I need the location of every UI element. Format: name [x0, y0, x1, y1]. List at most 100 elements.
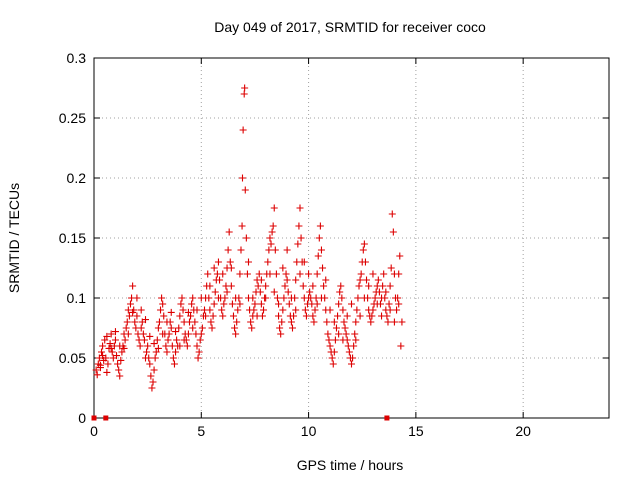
data-point — [226, 258, 234, 266]
data-point — [388, 210, 396, 218]
data-point — [196, 336, 204, 344]
data-point — [183, 342, 191, 350]
data-point — [98, 348, 106, 356]
zero-value-marker — [384, 415, 390, 421]
data-point — [255, 270, 263, 278]
data-point — [270, 288, 278, 296]
x-tick-label: 10 — [301, 423, 317, 439]
data-point — [386, 306, 394, 314]
data-point — [322, 276, 330, 284]
data-point — [317, 294, 325, 302]
data-point — [336, 288, 344, 296]
data-point — [357, 270, 365, 278]
data-point — [305, 270, 313, 278]
data-point — [253, 312, 261, 320]
data-point — [142, 316, 149, 324]
data-point — [242, 234, 250, 242]
data-point — [313, 300, 321, 308]
data-point — [360, 294, 368, 302]
data-point — [275, 300, 283, 308]
data-point — [324, 330, 332, 338]
data-point — [329, 360, 337, 368]
x-axis-label: GPS time / hours — [297, 457, 404, 473]
data-point — [146, 332, 154, 340]
data-point — [232, 330, 240, 338]
data-point — [394, 294, 402, 302]
data-point — [330, 318, 338, 326]
data-point — [398, 318, 406, 326]
data-point — [176, 312, 184, 320]
data-point — [280, 294, 288, 302]
data-point — [290, 312, 298, 320]
data-point — [229, 312, 237, 320]
data-point — [363, 276, 371, 284]
data-point — [378, 312, 386, 320]
data-point — [269, 222, 277, 230]
data-point — [296, 204, 304, 212]
data-point — [163, 318, 171, 326]
data-point — [160, 312, 168, 320]
data-point — [154, 344, 162, 352]
data-point — [271, 246, 279, 254]
data-point — [397, 342, 405, 350]
data-point — [331, 336, 339, 344]
data-point — [157, 306, 165, 314]
data-point — [225, 228, 233, 236]
data-point — [247, 318, 255, 326]
y-tick-label: 0.05 — [59, 350, 86, 366]
data-point — [395, 300, 403, 308]
data-point — [133, 294, 141, 302]
data-point — [275, 312, 283, 320]
data-point — [159, 300, 167, 308]
data-point — [152, 348, 160, 356]
data-point — [214, 258, 222, 266]
data-point — [278, 318, 286, 326]
data-point — [124, 330, 132, 338]
data-point — [299, 282, 307, 290]
data-point — [314, 252, 322, 260]
data-point — [248, 324, 256, 332]
data-point — [219, 270, 227, 278]
data-point — [276, 324, 284, 332]
data-point — [126, 300, 134, 308]
data-point — [297, 234, 305, 242]
data-point — [99, 342, 107, 350]
data-point — [283, 246, 291, 254]
data-point — [193, 306, 201, 314]
data-point — [390, 318, 398, 326]
data-point — [380, 270, 388, 278]
data-point — [159, 330, 167, 338]
data-point — [309, 312, 317, 320]
data-point — [114, 360, 122, 368]
data-point — [353, 306, 361, 314]
data-point — [123, 318, 131, 326]
data-point — [122, 324, 130, 332]
data-point — [163, 348, 171, 356]
data-point — [238, 174, 246, 182]
data-point — [335, 330, 343, 338]
data-point — [288, 324, 296, 332]
data-point — [223, 288, 231, 296]
data-point — [113, 352, 121, 360]
data-point — [143, 348, 151, 356]
data-point — [232, 294, 240, 302]
data-point — [325, 336, 333, 344]
data-point — [313, 270, 321, 278]
data-point — [219, 312, 227, 320]
data-point — [266, 270, 274, 278]
data-point — [106, 340, 114, 348]
data-point — [241, 84, 249, 92]
data-point — [238, 222, 246, 230]
y-tick-label: 0.2 — [67, 170, 87, 186]
data-point — [179, 306, 187, 314]
data-point — [184, 308, 192, 316]
data-point — [282, 270, 290, 278]
data-point — [234, 306, 242, 314]
data-point — [250, 306, 258, 314]
data-point — [323, 318, 331, 326]
data-point — [216, 276, 224, 284]
data-point — [338, 294, 346, 302]
data-point — [209, 312, 217, 320]
data-point — [210, 300, 218, 308]
